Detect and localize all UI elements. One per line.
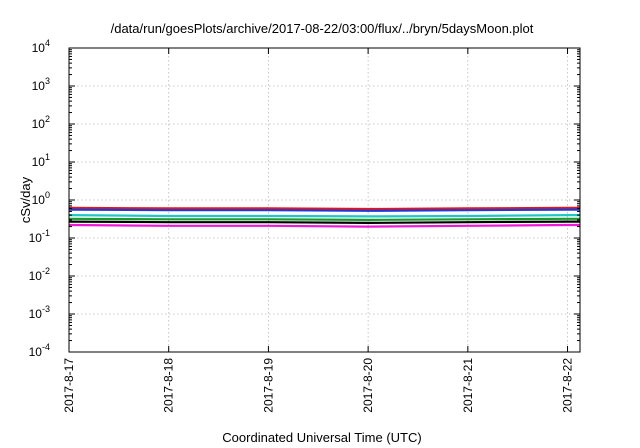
series-group bbox=[68, 206, 580, 228]
series-line bbox=[68, 214, 580, 218]
y-tick-label: 10-4 bbox=[29, 342, 50, 359]
y-tick-label: 10-3 bbox=[29, 304, 50, 321]
y-tick-label: 103 bbox=[32, 76, 50, 93]
x-axis: 2017-8-17 2017-8-18 2017-8-19 2017-8-20 2017… bbox=[62, 48, 575, 413]
y-tick-exponent: -4 bbox=[42, 342, 50, 352]
y-tick-exponent: 2 bbox=[45, 114, 50, 124]
y-tick-label: 101 bbox=[32, 152, 50, 169]
y-tick-label: 102 bbox=[32, 114, 50, 131]
x-tick-label: 2017-8-20 bbox=[361, 358, 375, 413]
y-tick-label: 10-2 bbox=[29, 266, 50, 283]
y-tick-exponent: 0 bbox=[45, 190, 50, 200]
series-line bbox=[68, 220, 580, 224]
y-tick-exponent: -1 bbox=[42, 228, 50, 238]
chart-title: /data/run/goesPlots/archive/2017-08-22/0… bbox=[111, 21, 534, 36]
series-line bbox=[68, 223, 580, 228]
y-tick-exponent: 4 bbox=[45, 38, 50, 48]
y-tick-label: 100 bbox=[32, 190, 50, 207]
x-tick-label: 2017-8-22 bbox=[561, 358, 575, 413]
y-tick-label: 10-1 bbox=[29, 228, 50, 245]
x-tick-label: 2017-8-17 bbox=[62, 358, 76, 413]
x-tick-label: 2017-8-19 bbox=[261, 358, 275, 413]
x-axis-label: Coordinated Universal Time (UTC) bbox=[222, 430, 421, 445]
y-tick-exponent: 3 bbox=[45, 76, 50, 86]
y-tick-exponent: -2 bbox=[42, 266, 50, 276]
y-tick-label: 104 bbox=[32, 38, 50, 55]
series-line bbox=[68, 208, 580, 212]
x-tick-label: 2017-8-21 bbox=[461, 358, 475, 413]
y-axis-label: cSv/day bbox=[18, 176, 33, 223]
series-line bbox=[68, 206, 580, 211]
y-tick-exponent: -3 bbox=[42, 304, 50, 314]
x-tick-label: 2017-8-18 bbox=[162, 358, 176, 413]
grid bbox=[68, 48, 580, 352]
series-line bbox=[68, 217, 580, 221]
y-tick-exponent: 1 bbox=[45, 152, 50, 162]
